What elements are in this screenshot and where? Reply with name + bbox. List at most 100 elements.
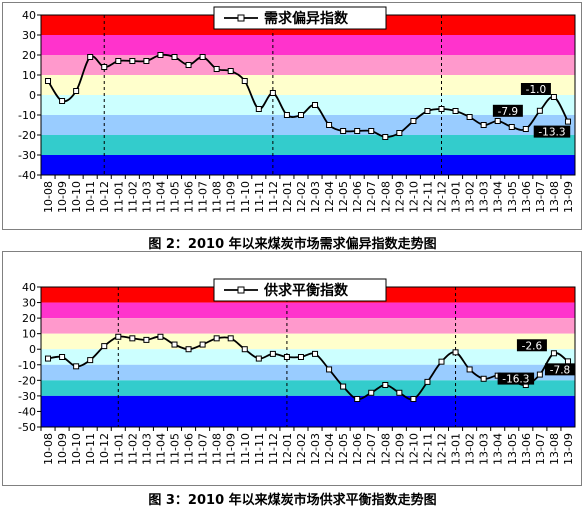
x-tick-label: 12-05 — [337, 181, 350, 213]
data-point — [508, 124, 515, 130]
y-tick-label: 20 — [22, 49, 36, 62]
data-point — [213, 66, 220, 72]
chart-caption-1: 图 2：2010 年以来煤炭市场需求偏异指数走势图 — [148, 237, 437, 252]
x-tick-label: 13-07 — [534, 181, 547, 213]
data-point — [101, 343, 108, 350]
x-tick-label: 12-09 — [393, 181, 406, 213]
data-point — [283, 112, 290, 118]
data-point — [157, 333, 164, 340]
data-point — [522, 126, 529, 132]
x-tick-label: 12-04 — [323, 181, 336, 213]
x-tick-label: 13-09 — [562, 181, 575, 213]
data-point — [171, 341, 178, 348]
y-tick-label: -10 — [18, 109, 36, 122]
x-tick-label: 10-10 — [70, 181, 83, 213]
data-point — [564, 118, 571, 125]
svg-text:-7.8: -7.8 — [550, 364, 571, 376]
x-tick-label: 12-08 — [379, 181, 392, 213]
data-point — [297, 112, 304, 118]
data-label: -13.3 — [533, 125, 571, 139]
data-point — [452, 108, 459, 114]
data-label: -16.3 — [497, 372, 535, 386]
data-label: -7.9 — [492, 104, 523, 118]
band-7 — [41, 395, 575, 427]
data-label: -2.6 — [516, 339, 547, 352]
x-tick-label: 13-07 — [534, 433, 547, 465]
x-tick-label: 13-04 — [492, 433, 505, 465]
x-tick-label: 10-08 — [42, 433, 55, 465]
data-point — [382, 134, 389, 140]
x-tick-label: 11-07 — [197, 181, 210, 213]
data-label: -1.0 — [520, 83, 551, 96]
data-point — [396, 389, 403, 396]
data-point — [297, 354, 304, 360]
data-point — [157, 52, 164, 58]
x-tick-label: 13-05 — [506, 433, 519, 465]
x-tick-label: 10-09 — [56, 181, 69, 213]
y-tick-label: 0 — [29, 89, 36, 102]
data-point — [283, 354, 290, 360]
data-point — [494, 118, 501, 124]
data-point — [255, 106, 262, 112]
x-tick-label: 11-08 — [211, 181, 224, 213]
band-6 — [41, 135, 575, 155]
data-point — [396, 130, 403, 136]
y-tick-label: -20 — [18, 374, 36, 387]
data-point — [129, 58, 136, 64]
y-tick-label: 30 — [22, 297, 36, 310]
svg-text:-2.6: -2.6 — [522, 340, 543, 352]
x-tick-label: 10-10 — [70, 433, 83, 465]
y-tick-label: -40 — [18, 169, 36, 182]
y-tick-label: -20 — [18, 129, 36, 142]
data-point — [466, 366, 473, 373]
data-point — [269, 90, 276, 96]
x-tick-label: 10-09 — [56, 433, 69, 465]
x-tick-label: 11-11 — [253, 433, 266, 465]
x-tick-label: 11-03 — [140, 433, 153, 465]
x-tick-label: 11-01 — [112, 181, 125, 213]
data-point — [115, 333, 122, 340]
svg-text:-13.3: -13.3 — [538, 127, 565, 139]
data-point — [312, 350, 319, 357]
data-point — [536, 107, 543, 114]
band-2 — [41, 318, 575, 334]
data-point — [255, 355, 262, 362]
data-point — [424, 108, 431, 114]
x-tick-label: 11-05 — [169, 433, 182, 465]
x-tick-label: 10-11 — [84, 181, 97, 213]
chart-frame-1: 40 30 20 10 0 -10 -20 -30 -40 10-08 10-09 10-10 10-1… — [2, 2, 582, 230]
band-1 — [41, 35, 575, 55]
data-point — [438, 358, 445, 365]
data-point — [143, 58, 150, 64]
svg-text:-1.0: -1.0 — [526, 84, 547, 96]
data-point — [185, 346, 192, 353]
band-5 — [41, 364, 575, 381]
svg-text:-16.3: -16.3 — [502, 374, 529, 386]
data-point — [59, 98, 66, 104]
x-tick-label: 12-04 — [323, 433, 336, 465]
data-point — [143, 336, 150, 343]
data-point — [340, 383, 347, 390]
x-tick-label: 11-06 — [183, 433, 196, 465]
x-tick-label: 13-06 — [520, 433, 533, 465]
data-point — [213, 335, 220, 342]
x-tick-label: 12-11 — [421, 433, 434, 465]
y-tick-label: 30 — [22, 29, 36, 42]
data-point — [199, 54, 206, 60]
band-7 — [41, 155, 575, 175]
band-1 — [41, 302, 575, 319]
x-tick-label: 13-02 — [464, 181, 477, 213]
x-tick-label: 12-03 — [309, 433, 322, 465]
data-point — [410, 396, 417, 402]
y-tick-label: -30 — [18, 390, 36, 403]
data-point — [480, 122, 487, 128]
data-point — [326, 122, 333, 128]
y-tick-label: 40 — [22, 9, 36, 22]
x-tick-label: 13-05 — [506, 181, 519, 213]
data-point — [129, 335, 136, 342]
data-point — [241, 78, 248, 84]
x-tick-label: 13-01 — [450, 433, 463, 465]
chart-frame-2: 40 30 20 10 0 -10 -20 -30 -40 -50 10-08 10-09 10-10 1… — [2, 251, 582, 486]
